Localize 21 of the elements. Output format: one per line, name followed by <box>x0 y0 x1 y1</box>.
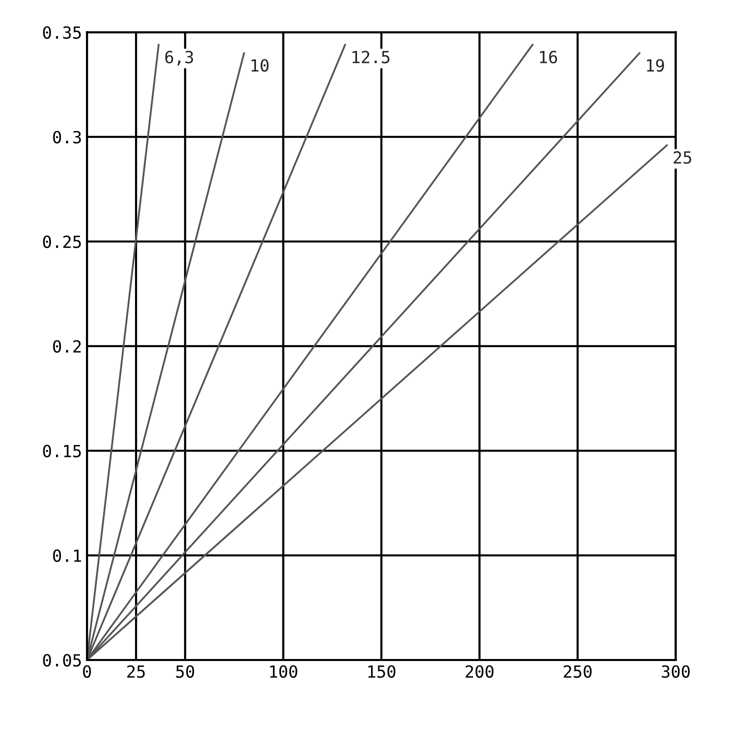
x-tick-label: 300 <box>662 665 690 678</box>
series-label: 6,3 <box>165 50 194 66</box>
x-tick-label: 150 <box>368 665 396 678</box>
series-label: 25 <box>674 151 692 164</box>
x-tick-label: 50 <box>176 665 194 678</box>
x-tick-label: 200 <box>466 665 494 678</box>
y-tick-label: 0.1 <box>53 549 82 562</box>
y-tick-label: 0.3 <box>53 130 81 144</box>
series-label: 12.5 <box>352 50 390 64</box>
y-tick-label: 0.05 <box>43 654 81 667</box>
y-tick-label: 0.2 <box>53 340 81 353</box>
y-tick-label: 0.35 <box>43 26 81 39</box>
x-tick-label: 0 <box>83 665 91 678</box>
series-label: 16 <box>540 50 558 64</box>
x-tick-label: 25 <box>127 665 145 678</box>
x-tick-label: 100 <box>270 665 298 678</box>
y-tick-label: 0.15 <box>43 444 81 458</box>
y-tick-label: 0.25 <box>43 236 81 248</box>
x-tick-label: 250 <box>564 665 592 678</box>
series-label: 10 <box>252 59 269 72</box>
series-label: 19 <box>647 59 664 72</box>
